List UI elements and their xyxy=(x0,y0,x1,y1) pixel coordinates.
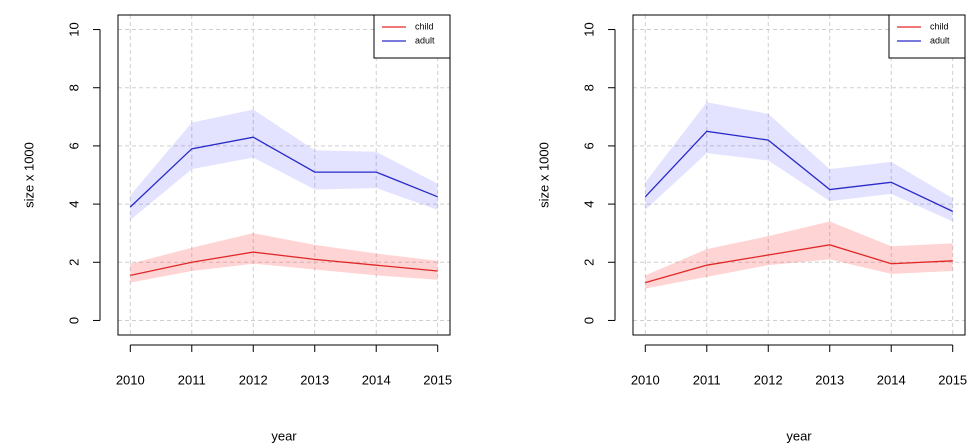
confidence-band xyxy=(130,233,438,283)
x-tick-label: 2015 xyxy=(938,372,967,387)
x-tick-label: 2014 xyxy=(877,372,906,387)
y-tick-label: 0 xyxy=(66,317,81,324)
y-tick-label: 10 xyxy=(581,22,596,36)
y-axis-label: size x 1000 xyxy=(536,142,551,208)
y-tick-label: 2 xyxy=(66,259,81,266)
confidence-band xyxy=(130,109,438,221)
legend-label: adult xyxy=(415,35,435,45)
line xyxy=(130,251,438,276)
plot-box xyxy=(632,14,966,336)
line xyxy=(645,244,953,284)
x-tick-label: 2012 xyxy=(754,372,783,387)
x-tick-label: 2012 xyxy=(239,372,268,387)
y-tick-label: 0 xyxy=(581,317,596,324)
x-tick-label: 2014 xyxy=(362,372,391,387)
x-tick-label: 2013 xyxy=(300,372,329,387)
line xyxy=(129,136,438,208)
y-tick-label: 6 xyxy=(581,142,596,149)
y-tick-label: 8 xyxy=(66,84,81,91)
legend: child adult xyxy=(373,14,451,59)
y-tick-label: 8 xyxy=(581,84,596,91)
x-tick-label: 2010 xyxy=(116,372,145,387)
x-tick-label: 2011 xyxy=(693,372,721,387)
legend: child adult xyxy=(888,14,966,59)
y-axis-label: size x 1000 xyxy=(21,142,36,208)
x-axis-label: year xyxy=(786,428,812,443)
confidence-band xyxy=(645,102,953,222)
x-tick-label: 2011 xyxy=(178,372,206,387)
legend-label: child xyxy=(415,21,434,31)
legend-box xyxy=(888,14,966,59)
plot-box xyxy=(117,14,451,336)
legend-label: adult xyxy=(930,35,950,45)
legend-box xyxy=(373,14,451,59)
x-tick-label: 2015 xyxy=(423,372,452,387)
x-tick-label: 2013 xyxy=(815,372,844,387)
y-tick-label: 10 xyxy=(66,22,81,36)
y-tick-label: 6 xyxy=(66,142,81,149)
line xyxy=(644,130,953,212)
x-axis-label: year xyxy=(271,428,297,443)
confidence-band xyxy=(645,221,953,289)
y-tick-label: 4 xyxy=(581,200,596,207)
x-tick-label: 2010 xyxy=(631,372,660,387)
y-tick-label: 2 xyxy=(581,259,596,266)
y-tick-label: 4 xyxy=(66,200,81,207)
legend-label: child xyxy=(930,21,949,31)
